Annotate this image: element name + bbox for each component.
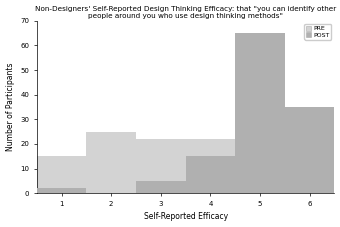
X-axis label: Self-Reported Efficacy: Self-Reported Efficacy xyxy=(143,212,228,222)
Title: Non-Designers' Self-Reported Design Thinking Efficacy: that "you can identify ot: Non-Designers' Self-Reported Design Thin… xyxy=(35,5,336,19)
Y-axis label: Number of Participants: Number of Participants xyxy=(5,63,15,151)
Legend: PRE, POST: PRE, POST xyxy=(304,24,331,40)
